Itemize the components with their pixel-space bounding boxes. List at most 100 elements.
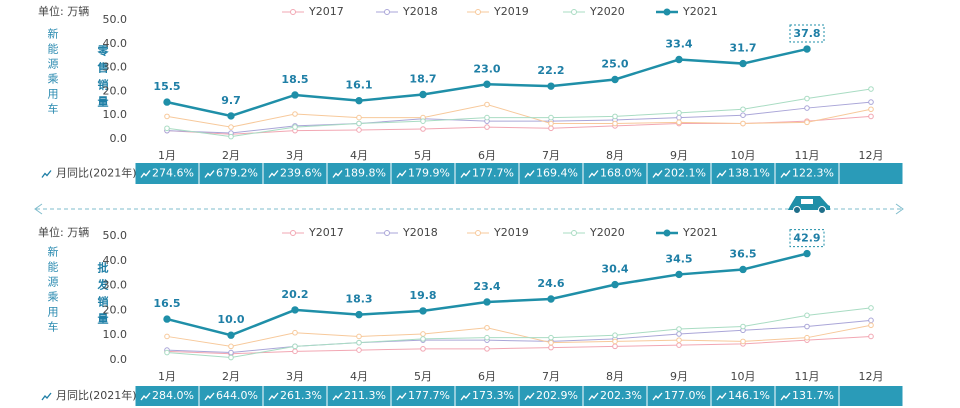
x-tick-label: 10月 bbox=[731, 370, 756, 383]
chart-title: 批发销量 bbox=[96, 261, 110, 330]
trend-icon bbox=[460, 170, 471, 178]
data-point bbox=[740, 106, 746, 113]
data-point bbox=[356, 347, 362, 353]
data-point bbox=[548, 120, 554, 127]
x-tick-label: 3月 bbox=[286, 149, 304, 162]
x-tick-label: 3月 bbox=[286, 370, 304, 383]
yoy-cell bbox=[775, 386, 839, 406]
data-label: 15.5 bbox=[153, 80, 180, 93]
data-point bbox=[868, 305, 874, 311]
data-point bbox=[355, 96, 363, 105]
data-point bbox=[739, 265, 747, 274]
legend-marker bbox=[475, 9, 481, 15]
data-point bbox=[612, 113, 618, 120]
yoy-cell bbox=[647, 163, 711, 184]
series-line bbox=[166, 103, 872, 128]
trend-icon bbox=[204, 392, 215, 401]
trend-icon bbox=[204, 170, 215, 178]
data-point bbox=[292, 111, 298, 117]
data-point bbox=[484, 101, 490, 108]
legend-marker bbox=[571, 9, 577, 15]
yoy-value: 173.3% bbox=[472, 389, 514, 402]
data-point bbox=[355, 310, 363, 319]
data-point bbox=[675, 55, 683, 64]
data-point bbox=[356, 333, 362, 340]
data-point bbox=[548, 125, 554, 132]
trend-icon bbox=[332, 392, 343, 401]
data-point bbox=[420, 331, 426, 337]
yoy-value: 189.8% bbox=[344, 167, 386, 180]
data-point bbox=[676, 114, 682, 121]
data-point bbox=[291, 306, 299, 314]
trend-icon bbox=[140, 170, 151, 178]
data-point bbox=[548, 339, 554, 346]
data-point bbox=[228, 349, 234, 356]
data-point bbox=[163, 98, 171, 106]
legend-label: Y2019 bbox=[493, 226, 529, 239]
data-point bbox=[548, 344, 554, 351]
data-point bbox=[292, 348, 298, 355]
data-point bbox=[227, 112, 235, 120]
data-point bbox=[740, 338, 746, 345]
legend-marker bbox=[663, 229, 671, 237]
yoy-value: 146.1% bbox=[728, 389, 770, 402]
y-tick-label: 10.0 bbox=[103, 108, 128, 121]
data-point bbox=[676, 342, 682, 348]
data-point bbox=[740, 323, 746, 330]
trend-icon bbox=[140, 392, 151, 401]
yoy-row-label: 月同比(2021年) bbox=[56, 388, 137, 402]
yoy-value: 169.4% bbox=[536, 167, 578, 180]
data-point bbox=[803, 45, 811, 53]
yoy-value: 644.0% bbox=[216, 389, 258, 402]
legend-marker bbox=[384, 230, 390, 236]
x-tick-label: 8月 bbox=[606, 149, 624, 162]
data-point bbox=[484, 346, 490, 352]
legend-label: Y2021 bbox=[682, 5, 718, 18]
yoy-value: 131.7% bbox=[792, 389, 834, 402]
data-point bbox=[676, 110, 682, 116]
x-tick-label: 6月 bbox=[478, 370, 496, 383]
data-point bbox=[868, 86, 874, 92]
x-tick-label: 4月 bbox=[350, 149, 368, 162]
yoy-value: 261.3% bbox=[280, 389, 322, 402]
data-point bbox=[739, 59, 747, 68]
data-point bbox=[676, 331, 682, 337]
chart-title: 零售销量 bbox=[96, 45, 110, 113]
data-point bbox=[484, 324, 490, 331]
legend-marker bbox=[384, 9, 390, 15]
data-label: 34.5 bbox=[665, 252, 692, 265]
yoy-value: 679.2% bbox=[216, 167, 258, 180]
x-tick-label: 5月 bbox=[414, 149, 432, 162]
series-line bbox=[166, 101, 872, 134]
x-tick-label: 1月 bbox=[158, 370, 176, 383]
data-point bbox=[676, 337, 682, 343]
yoy-cell bbox=[263, 163, 327, 184]
legend-marker bbox=[571, 230, 577, 236]
trend-icon bbox=[780, 170, 791, 178]
legend-marker bbox=[290, 9, 296, 15]
trend-icon bbox=[588, 392, 599, 401]
data-label: 23.4 bbox=[473, 280, 500, 293]
data-point bbox=[292, 329, 298, 336]
legend-label: Y2017 bbox=[308, 226, 344, 239]
yoy-value: 122.3% bbox=[792, 167, 834, 180]
yoy-value: 239.6% bbox=[280, 167, 322, 180]
data-point bbox=[804, 334, 810, 341]
yoy-cell bbox=[263, 386, 327, 406]
y-tick-label: 30.0 bbox=[103, 279, 128, 292]
yoy-cell bbox=[519, 386, 583, 406]
data-point bbox=[228, 354, 234, 361]
y-tick-label: 40.0 bbox=[103, 37, 128, 50]
x-tick-label: 7月 bbox=[542, 149, 560, 162]
series-line bbox=[166, 324, 872, 347]
trend-icon bbox=[652, 170, 663, 178]
yoy-cell bbox=[135, 386, 199, 406]
y-tick-label: 20.0 bbox=[103, 84, 128, 97]
yoy-cell bbox=[583, 163, 647, 184]
data-point bbox=[611, 280, 619, 289]
legend-label: Y2020 bbox=[589, 5, 625, 18]
data-point bbox=[868, 322, 874, 329]
yoy-cell bbox=[455, 163, 519, 184]
data-point bbox=[612, 332, 618, 339]
